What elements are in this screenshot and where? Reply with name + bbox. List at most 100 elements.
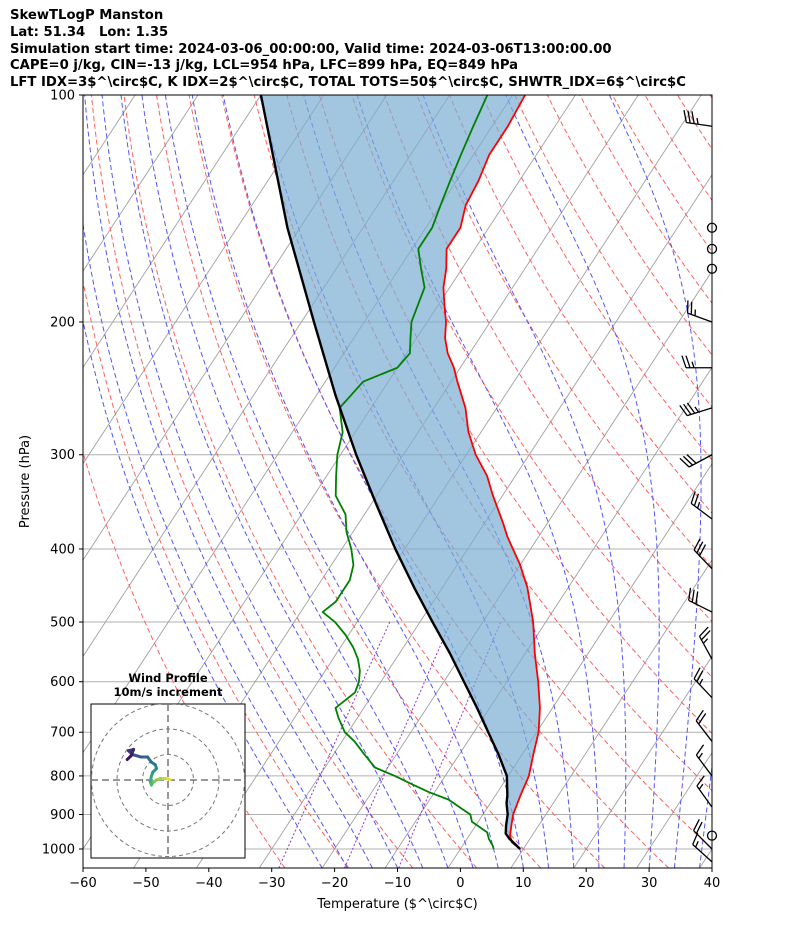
chart-header: SkewTLogP Manston Lat: 51.34 Lon: 1.35 Sim… — [10, 8, 686, 92]
moist-adiabat-line — [83, 221, 348, 868]
dry-adiabat-line — [676, 95, 712, 150]
dry-adiabat-line — [83, 450, 286, 868]
moist-adiabat-line — [608, 95, 702, 868]
y-tick-label: 900 — [50, 808, 75, 823]
dry-adiabat-line — [579, 95, 712, 304]
wind-barb — [690, 491, 713, 520]
dry-adiabat-line — [156, 95, 542, 868]
isotherm-line — [0, 78, 83, 868]
moist-adiabat-line — [356, 95, 600, 868]
moist-adiabat-line — [164, 95, 474, 868]
wind-barb — [679, 454, 713, 468]
isotherm-line — [321, 270, 712, 868]
dry-adiabat-line — [764, 78, 794, 868]
wind-barb — [696, 775, 713, 808]
x-tick-label: −50 — [132, 876, 159, 891]
dry-adiabat-line — [546, 95, 712, 356]
hodograph-plot — [91, 704, 245, 858]
y-tick-label: 600 — [50, 675, 75, 690]
dry-adiabat-line — [644, 95, 712, 202]
x-tick-label: 0 — [456, 876, 464, 891]
dry-adiabat-line — [732, 78, 794, 868]
moist-adiabat-line — [191, 95, 499, 868]
x-tick-label: 30 — [641, 876, 658, 891]
dry-adiabat-line — [416, 95, 712, 568]
hodograph-subtitle: 10m/s increment — [114, 685, 223, 699]
y-tick-label: 1000 — [42, 843, 75, 858]
dry-adiabat-line — [83, 279, 350, 868]
dry-adiabat-line — [709, 95, 712, 99]
moist-adiabat-line — [84, 95, 373, 868]
y-tick-label: 400 — [50, 542, 75, 557]
hodograph-title: Wind Profile — [128, 671, 208, 685]
moist-adiabat-line — [101, 95, 399, 868]
cin-shaded-area — [260, 95, 540, 849]
wind-barb-calm — [706, 222, 718, 233]
y-tick-label: 700 — [50, 726, 75, 741]
dry-adiabat-line — [383, 95, 712, 623]
x-tick-label: 20 — [578, 876, 595, 891]
axes: −60 −50 −40 −30 −20 −10 0 10 20 30 40 1000 900 800 700… — [18, 89, 720, 913]
isotherm-line — [510, 559, 712, 868]
wind-barb-calm — [706, 263, 718, 274]
isotherm-line — [699, 848, 712, 868]
x-axis-label: Temperature ($^\circ$C) — [316, 897, 477, 912]
hodograph-segment — [130, 753, 143, 759]
wind-barb — [679, 402, 713, 417]
wind-barb — [695, 744, 713, 777]
header-indices-1: CAPE=0 j/kg, CIN=-13 j/kg, LCL=954 hPa, … — [10, 58, 519, 74]
isotherm-line — [83, 95, 199, 272]
parcel-profile-line — [259, 95, 521, 850]
header-location: Lat: 51.34 Lon: 1.35 — [10, 24, 169, 40]
dry-adiabat-line — [351, 95, 712, 678]
y-tick-label: 800 — [50, 769, 75, 784]
wind-barb — [698, 626, 713, 660]
dry-adiabat-line — [123, 95, 478, 868]
dry-adiabat-line — [449, 95, 712, 514]
hodograph-segment — [125, 754, 133, 762]
x-tick-label: −60 — [69, 876, 96, 891]
x-tick-label: 10 — [515, 876, 532, 891]
x-tick-label: 40 — [704, 876, 721, 891]
moist-adiabat-line — [83, 318, 323, 868]
dry-adiabat-line — [188, 95, 606, 868]
header-indices-2: LFT IDX=3$^\circ$C, K IDX=2$^\circ$C, TO… — [10, 75, 686, 91]
wind-barb — [695, 709, 713, 742]
isotherm-line — [258, 173, 712, 868]
y-tick-label: 500 — [50, 616, 75, 631]
dry-adiabat-line — [318, 95, 712, 735]
wind-barb — [692, 832, 713, 863]
isotherm-line — [384, 366, 712, 868]
wind-barb-calm — [706, 830, 718, 841]
isotherm-line — [762, 78, 794, 868]
moist-adiabat-line — [120, 95, 424, 868]
moist-adiabat-line — [725, 82, 794, 868]
wind-barb — [683, 109, 713, 127]
sounding-traces — [259, 95, 541, 850]
isotherm-line — [83, 95, 325, 465]
y-tick-label: 100 — [50, 89, 75, 104]
header-times: Simulation start time: 2024-03-06_00:00:… — [10, 41, 612, 57]
x-tick-label: −10 — [384, 876, 411, 891]
wind-barb — [693, 667, 713, 699]
y-tick-label: 200 — [50, 315, 75, 330]
temperature-line — [442, 95, 541, 850]
x-tick-label: −30 — [258, 876, 285, 891]
mixing-ratio-line — [344, 621, 452, 868]
x-tick-label: −40 — [195, 876, 222, 891]
moist-adiabat-line — [141, 95, 449, 868]
wind-barb — [688, 587, 713, 613]
dewpoint-line — [321, 95, 495, 850]
moist-adiabat-line — [422, 95, 627, 868]
dry-adiabat-line — [514, 95, 712, 408]
mixing-ratio-line — [278, 621, 391, 868]
wind-barb-calm — [706, 243, 718, 255]
x-tick-label: −20 — [321, 876, 348, 891]
wind-barb — [686, 300, 713, 323]
moist-adiabat-line — [505, 95, 660, 868]
isotherm-line — [573, 655, 712, 868]
isotherm-line — [83, 95, 262, 369]
y-tick-label: 300 — [50, 448, 75, 463]
